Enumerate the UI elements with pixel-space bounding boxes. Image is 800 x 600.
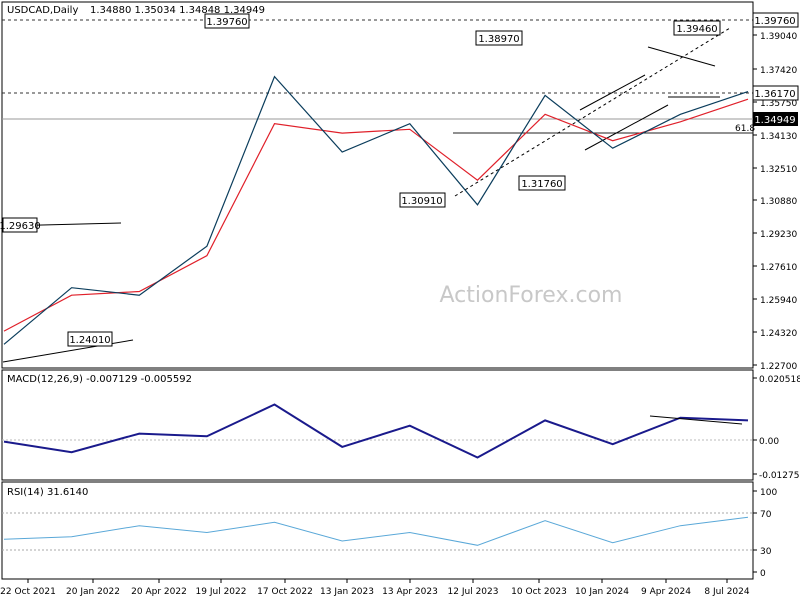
channel-lower bbox=[584, 104, 669, 151]
annotation-low-2022: 1.24010 bbox=[67, 331, 113, 347]
price-line bbox=[3, 75, 749, 345]
svg-text:1.29630: 1.29630 bbox=[0, 221, 41, 232]
x-axis-label: 17 Oct 2022 bbox=[257, 587, 313, 597]
x-axis-label: 12 Jul 2023 bbox=[448, 587, 499, 597]
annotation-low-jul-2023: 1.30910 bbox=[399, 192, 446, 208]
triangle-upper bbox=[647, 46, 716, 67]
svg-text:1.34949: 1.34949 bbox=[754, 115, 795, 126]
macd-line bbox=[3, 403, 749, 459]
svg-text:1.36170: 1.36170 bbox=[754, 89, 795, 100]
x-axis-label: 13 Jan 2023 bbox=[320, 587, 374, 597]
price-axis-label: 1.25940 bbox=[760, 296, 797, 306]
x-axis-label: 10 Oct 2023 bbox=[511, 587, 567, 597]
price-panel-ohlc: 1.34880 1.35034 1.34848 1.34949 bbox=[90, 5, 265, 16]
x-axis-label: 13 Apr 2023 bbox=[382, 587, 438, 597]
macd-axis-label: 0.020518 bbox=[759, 375, 800, 385]
x-axis-label: 20 Apr 2022 bbox=[131, 587, 187, 597]
x-axis-label: 20 Jan 2022 bbox=[66, 587, 120, 597]
current-price-tag: 1.34949 bbox=[753, 112, 798, 126]
macd-axis-label: -0.012755 bbox=[759, 471, 800, 481]
price-axis-label: 1.37420 bbox=[760, 66, 797, 76]
rsi-line bbox=[3, 516, 749, 546]
svg-text:1.39760: 1.39760 bbox=[206, 17, 247, 28]
annotation-level-136170: 1.36170 bbox=[752, 85, 799, 101]
rsi-panel-title: RSI(14) 31.6140 bbox=[7, 487, 88, 498]
price-axis-label: 1.29230 bbox=[760, 230, 797, 240]
price-axis-label: 1.30880 bbox=[760, 197, 797, 207]
svg-text:1.30910: 1.30910 bbox=[401, 196, 442, 207]
x-axis-label: 22 Oct 2021 bbox=[0, 587, 56, 597]
channel-upper bbox=[579, 74, 646, 111]
svg-text:1.24010: 1.24010 bbox=[69, 335, 110, 346]
price-axis-label: 1.24320 bbox=[760, 329, 797, 339]
price-axis-label: 1.34130 bbox=[760, 132, 797, 142]
svg-text:1.39760: 1.39760 bbox=[754, 16, 795, 27]
fib-label: 61.8 bbox=[735, 124, 755, 134]
svg-text:1.39460: 1.39460 bbox=[676, 24, 717, 35]
price-axis-label: 1.32510 bbox=[760, 165, 797, 175]
svg-text:1.31760: 1.31760 bbox=[521, 179, 562, 190]
price-axis-label: 1.27610 bbox=[760, 263, 797, 273]
price-axis: 1.39040 1.37420 1.35750 1.34130 1.32510 1.308… bbox=[752, 12, 799, 372]
svg-text:1.38970: 1.38970 bbox=[478, 34, 519, 45]
price-axis-label: 1.39040 bbox=[760, 32, 797, 42]
x-axis-label: 10 Jan 2024 bbox=[575, 587, 629, 597]
price-axis-label: 1.22700 bbox=[760, 362, 797, 372]
macd-axis: 0.020518 0.00 -0.012755 bbox=[753, 375, 800, 481]
annotation-high-nov-2021: 1.29630 bbox=[0, 217, 41, 233]
rsi-axis-label: 100 bbox=[760, 488, 777, 498]
x-axis-label: 8 Jul 2024 bbox=[704, 587, 749, 597]
annotation-peak-jul-2022: 1.39760 bbox=[204, 13, 250, 29]
macd-panel-title: MACD(12,26,9) -0.007129 -0.005592 bbox=[7, 374, 192, 385]
annotation-peak-jul-2024: 1.39460 bbox=[673, 20, 721, 36]
rsi-axis-label: 70 bbox=[760, 510, 772, 520]
rsi-axis: 100 70 30 0 bbox=[753, 488, 777, 579]
moving-average-line bbox=[3, 98, 749, 332]
macd-divergence-line bbox=[649, 415, 743, 425]
price-panel-frame bbox=[1, 1, 754, 369]
price-axis-label: 1.35750 bbox=[760, 99, 797, 109]
watermark: ActionForex.com bbox=[440, 283, 623, 308]
rsi-axis-label: 30 bbox=[760, 547, 772, 557]
macd-axis-label: 0.00 bbox=[759, 437, 779, 447]
x-axis: 22 Oct 2021 20 Jan 2022 20 Apr 2022 19 Jul … bbox=[0, 579, 750, 597]
x-axis-label: 9 Apr 2024 bbox=[641, 587, 691, 597]
annotation-peak-oct-2023: 1.38970 bbox=[475, 30, 523, 46]
annotation-low-nov-2023: 1.31760 bbox=[518, 175, 566, 191]
rsi-panel-frame bbox=[1, 481, 754, 580]
rsi-axis-label: 0 bbox=[760, 569, 766, 579]
x-axis-label: 19 Jul 2022 bbox=[196, 587, 247, 597]
price-panel-title: USDCAD,Daily bbox=[7, 5, 78, 16]
macd-panel-frame bbox=[1, 369, 754, 481]
price-axis-top-tag: 1.39760 bbox=[752, 12, 799, 28]
